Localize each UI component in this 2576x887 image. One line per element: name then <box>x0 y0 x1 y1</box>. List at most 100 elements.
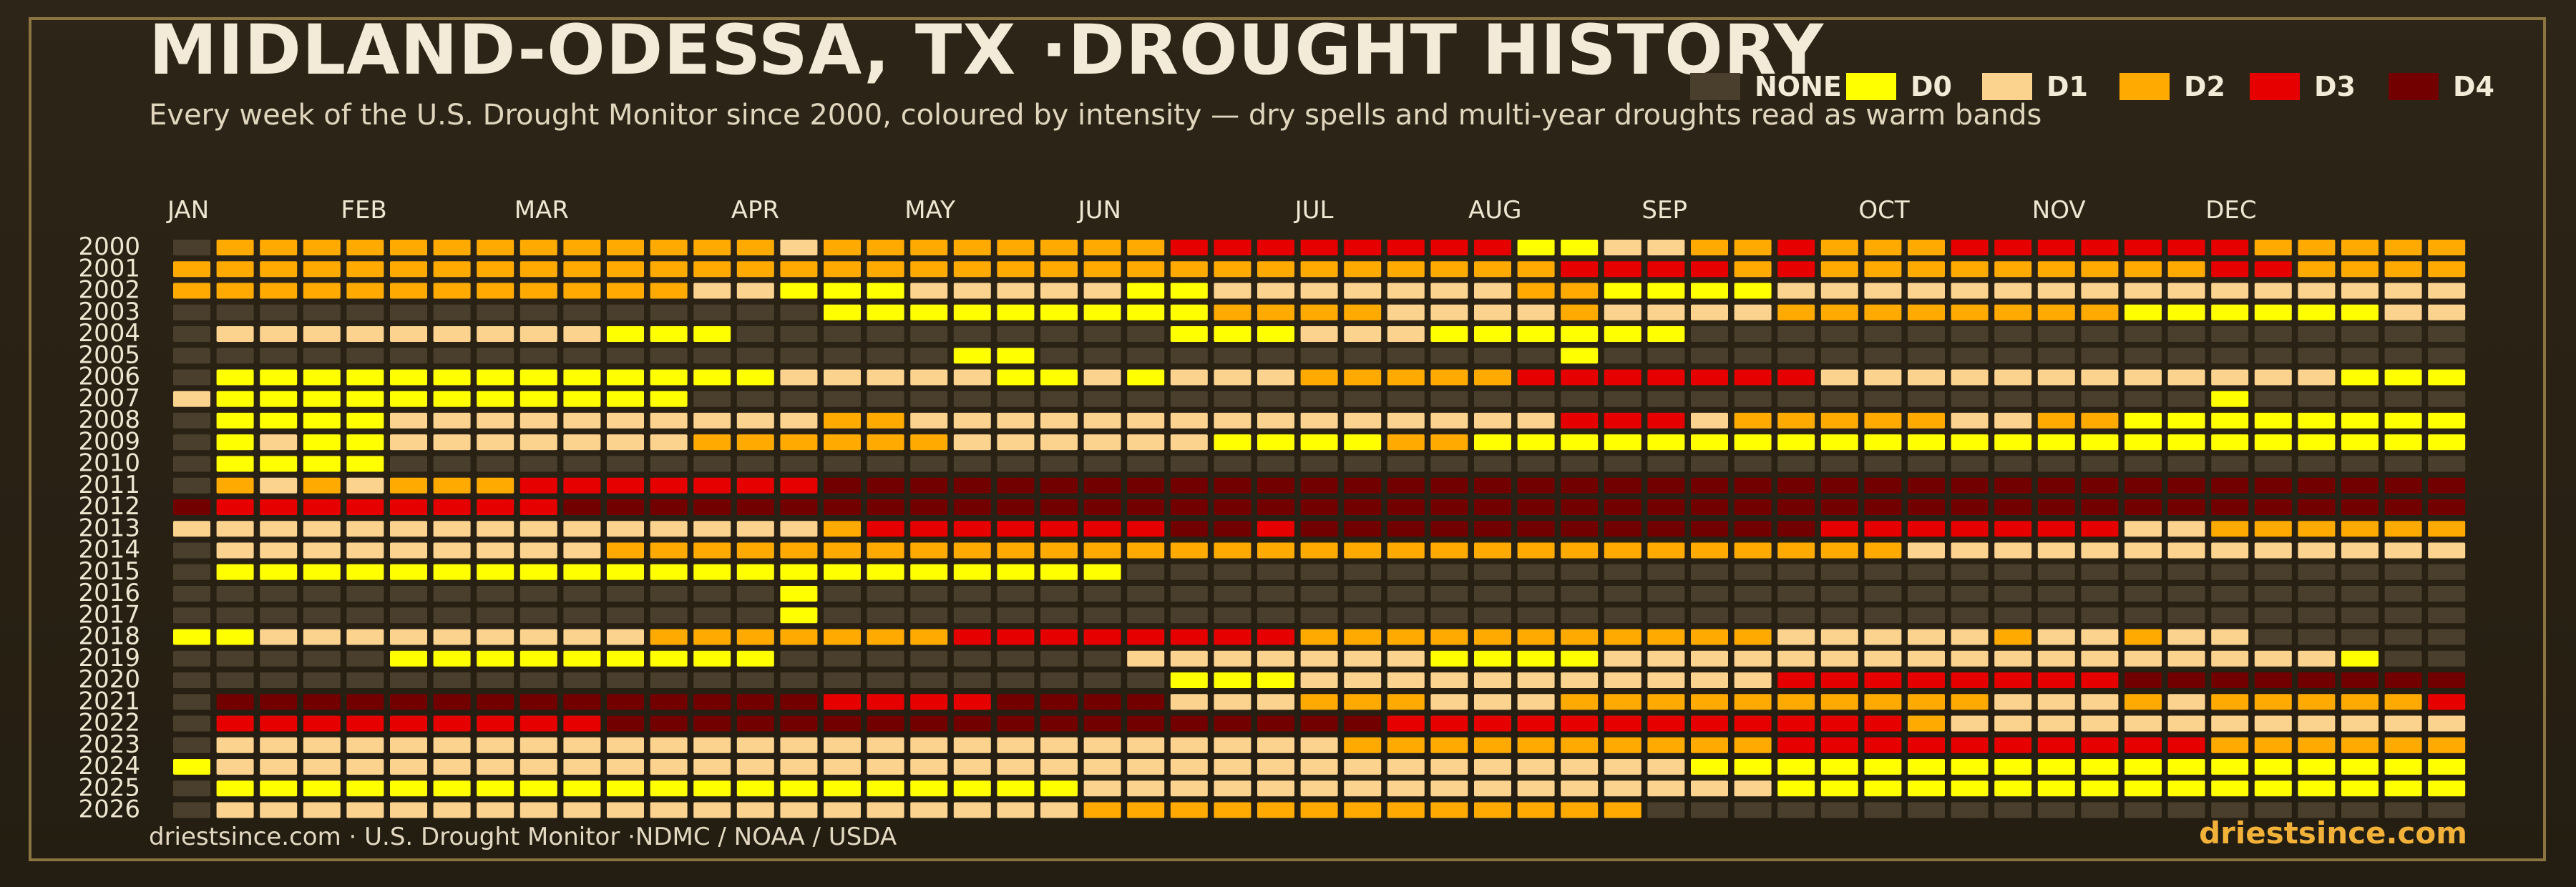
week-cell <box>953 477 991 494</box>
week-cell <box>1908 499 1945 515</box>
week-cell <box>2298 369 2336 386</box>
week-cell <box>433 240 471 255</box>
week-cell <box>953 542 991 559</box>
week-cell <box>1604 283 1641 299</box>
week-cell <box>390 348 427 364</box>
week-cell <box>997 715 1035 732</box>
week-cell <box>1474 694 1511 710</box>
week-cell <box>346 326 384 342</box>
week-cell <box>2384 759 2422 775</box>
week-cell <box>1820 564 1858 580</box>
week-cell <box>607 304 644 320</box>
week-cell <box>2254 694 2292 710</box>
week-cell <box>2254 283 2292 299</box>
week-cell <box>910 456 948 472</box>
week-cell <box>1517 586 1555 602</box>
week-cell <box>2384 456 2422 472</box>
week-cell <box>563 629 601 645</box>
week-cell <box>1517 477 1555 494</box>
week-cell <box>433 629 471 645</box>
week-cell <box>1561 348 1599 364</box>
week-cell <box>910 802 948 818</box>
week-cell <box>1864 413 1902 428</box>
week-cell <box>2081 672 2119 688</box>
week-cell <box>519 715 557 732</box>
week-cell <box>997 304 1035 320</box>
week-cell <box>1214 499 1252 515</box>
week-cell <box>260 369 298 386</box>
week-cell <box>390 434 427 451</box>
source-credit: driestsince.com · U.S. Drought Monitor ·… <box>149 823 897 851</box>
week-cell <box>2298 477 2336 494</box>
week-cell <box>693 413 731 428</box>
week-cell <box>390 240 427 255</box>
week-cell <box>1214 477 1252 494</box>
week-cell <box>346 542 384 559</box>
week-cell <box>519 326 557 342</box>
week-cell <box>1344 413 1382 428</box>
week-cell <box>693 694 731 710</box>
week-cell <box>2211 586 2249 602</box>
week-cell <box>1864 499 1902 515</box>
week-cell <box>2167 326 2205 342</box>
week-cell <box>1734 521 1772 537</box>
week-cell <box>1734 240 1772 255</box>
week-cell <box>1517 802 1555 818</box>
week-cell <box>1604 715 1641 732</box>
week-cell <box>780 434 818 451</box>
week-cell <box>2037 477 2075 494</box>
week-cell <box>953 240 991 255</box>
week-cell <box>1040 477 1078 494</box>
week-cell <box>2254 715 2292 732</box>
week-cell <box>433 456 471 472</box>
week-cell <box>2124 564 2162 580</box>
week-cell <box>1083 737 1121 753</box>
week-cell <box>736 261 774 278</box>
week-cell <box>2384 477 2422 494</box>
week-cell <box>173 456 210 472</box>
week-cell <box>1777 759 1815 775</box>
week-cell <box>910 326 948 342</box>
week-cell <box>2167 715 2205 732</box>
week-cell <box>173 391 210 407</box>
week-cell <box>1951 283 1989 299</box>
week-cell <box>1864 715 1902 732</box>
week-cell <box>2037 283 2075 299</box>
week-cell <box>563 499 601 515</box>
week-cell <box>173 304 210 320</box>
week-cell <box>1517 240 1555 255</box>
week-cell <box>2298 694 2336 710</box>
week-cell <box>650 499 688 515</box>
week-cell <box>477 780 514 797</box>
week-cell <box>1344 499 1382 515</box>
week-cell <box>1170 780 1208 797</box>
year-label: 2008 <box>78 406 140 434</box>
week-cell <box>1647 650 1685 667</box>
week-cell <box>997 240 1035 255</box>
week-cell <box>1820 434 1858 451</box>
brand-link[interactable]: driestsince.com <box>2199 815 2467 851</box>
week-cell <box>1517 304 1555 320</box>
week-cell <box>2428 521 2466 537</box>
week-cell <box>2384 348 2422 364</box>
week-cell <box>2081 542 2119 559</box>
week-cell <box>736 326 774 342</box>
week-cell <box>650 434 688 451</box>
week-cell <box>2167 650 2205 667</box>
week-cell <box>997 737 1035 753</box>
week-cell <box>2124 326 2162 342</box>
week-cell <box>2124 304 2162 320</box>
week-cell <box>2124 499 2162 515</box>
week-cell <box>477 564 514 580</box>
week-cell <box>346 369 384 386</box>
week-cell <box>824 715 861 732</box>
week-cell <box>1040 737 1078 753</box>
week-cell <box>1864 477 1902 494</box>
week-cell <box>2211 283 2249 299</box>
week-cell <box>1083 780 1121 797</box>
week-cell <box>2298 586 2336 602</box>
week-cell <box>1127 802 1165 818</box>
week-cell <box>390 607 427 624</box>
week-cell <box>1214 564 1252 580</box>
week-cell <box>1647 629 1685 645</box>
